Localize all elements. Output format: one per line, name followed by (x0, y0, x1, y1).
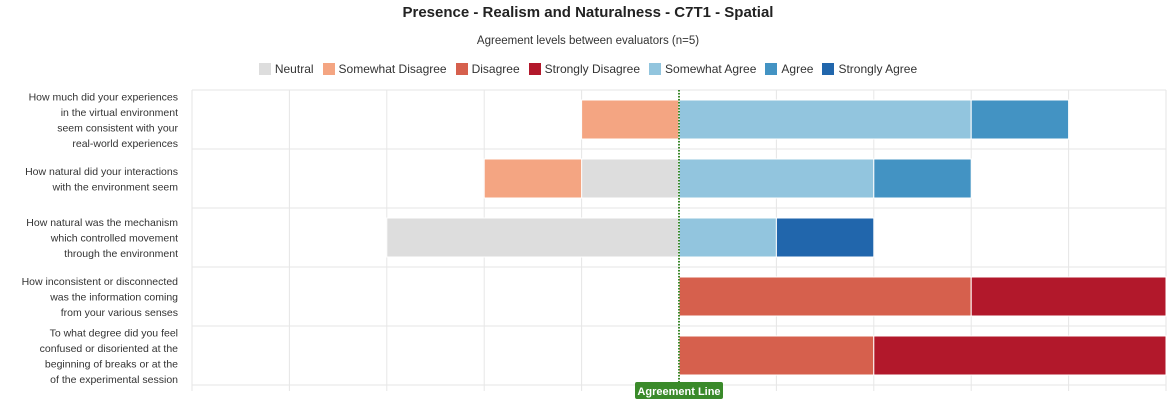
legend-label: Disagree (471, 62, 520, 76)
category-label: How natural did your interactions with th… (25, 166, 178, 194)
bar-segment (775, 217, 875, 258)
bar-segment (970, 99, 1070, 140)
legend-item[interactable]: Strongly Disagree (528, 62, 641, 76)
bar-segment (970, 276, 1167, 317)
bar-segment (678, 99, 972, 140)
legend-swatch (322, 63, 335, 75)
legend-swatch (258, 63, 271, 75)
chart-subtitle: Agreement levels between evaluators (n=5… (476, 35, 700, 47)
chart-legend: Neutral Somewhat Disagree Disagree Strongly… (0, 62, 1176, 76)
legend-item[interactable]: Agree (765, 62, 813, 76)
category-label: To what degree did you feel confused or d… (40, 327, 179, 386)
legend-label: Strongly Disagree (544, 62, 641, 76)
legend-item[interactable]: Somewhat Agree (649, 62, 756, 76)
legend-swatch (455, 63, 468, 75)
bar-segment (678, 158, 875, 199)
legend-item[interactable]: Strongly Agree (822, 62, 917, 76)
agreement-line-badge: Agreement Line (635, 382, 723, 399)
bar-segment (581, 158, 680, 199)
legend-swatch (765, 63, 778, 75)
legend-swatch (649, 63, 662, 75)
category-label: How natural was the mechanism which contr… (26, 217, 178, 260)
legend-label: Somewhat Agree (665, 62, 757, 76)
legend-swatch (822, 63, 835, 75)
legend-item[interactable]: Disagree (455, 62, 520, 76)
category-label: How inconsistent or disconnected was the … (22, 276, 179, 319)
bar-segment (581, 99, 680, 140)
bar-segment (873, 158, 972, 199)
legend-swatch (528, 63, 541, 75)
legend-item[interactable]: Somewhat Disagree (322, 62, 447, 76)
bar-segment (386, 217, 680, 258)
legend-label: Agree (781, 62, 814, 76)
legend-label: Neutral (274, 62, 314, 76)
agreement-badge-bg (635, 382, 723, 399)
bar-segment (678, 217, 777, 258)
legend-item[interactable]: Neutral (258, 62, 314, 76)
legend-label: Strongly Agree (838, 62, 918, 76)
agreement-badge-label: Agreement Line (637, 386, 720, 398)
bar-segment (873, 335, 1167, 376)
category-label: How much did your experiences in the virt… (29, 91, 179, 150)
chart-title: Presence - Realism and Naturalness - C7T… (402, 4, 774, 21)
bar-segment (483, 158, 583, 199)
bar-segment (678, 276, 972, 317)
bar-segment (678, 335, 875, 376)
legend-label: Somewhat Disagree (338, 62, 447, 76)
